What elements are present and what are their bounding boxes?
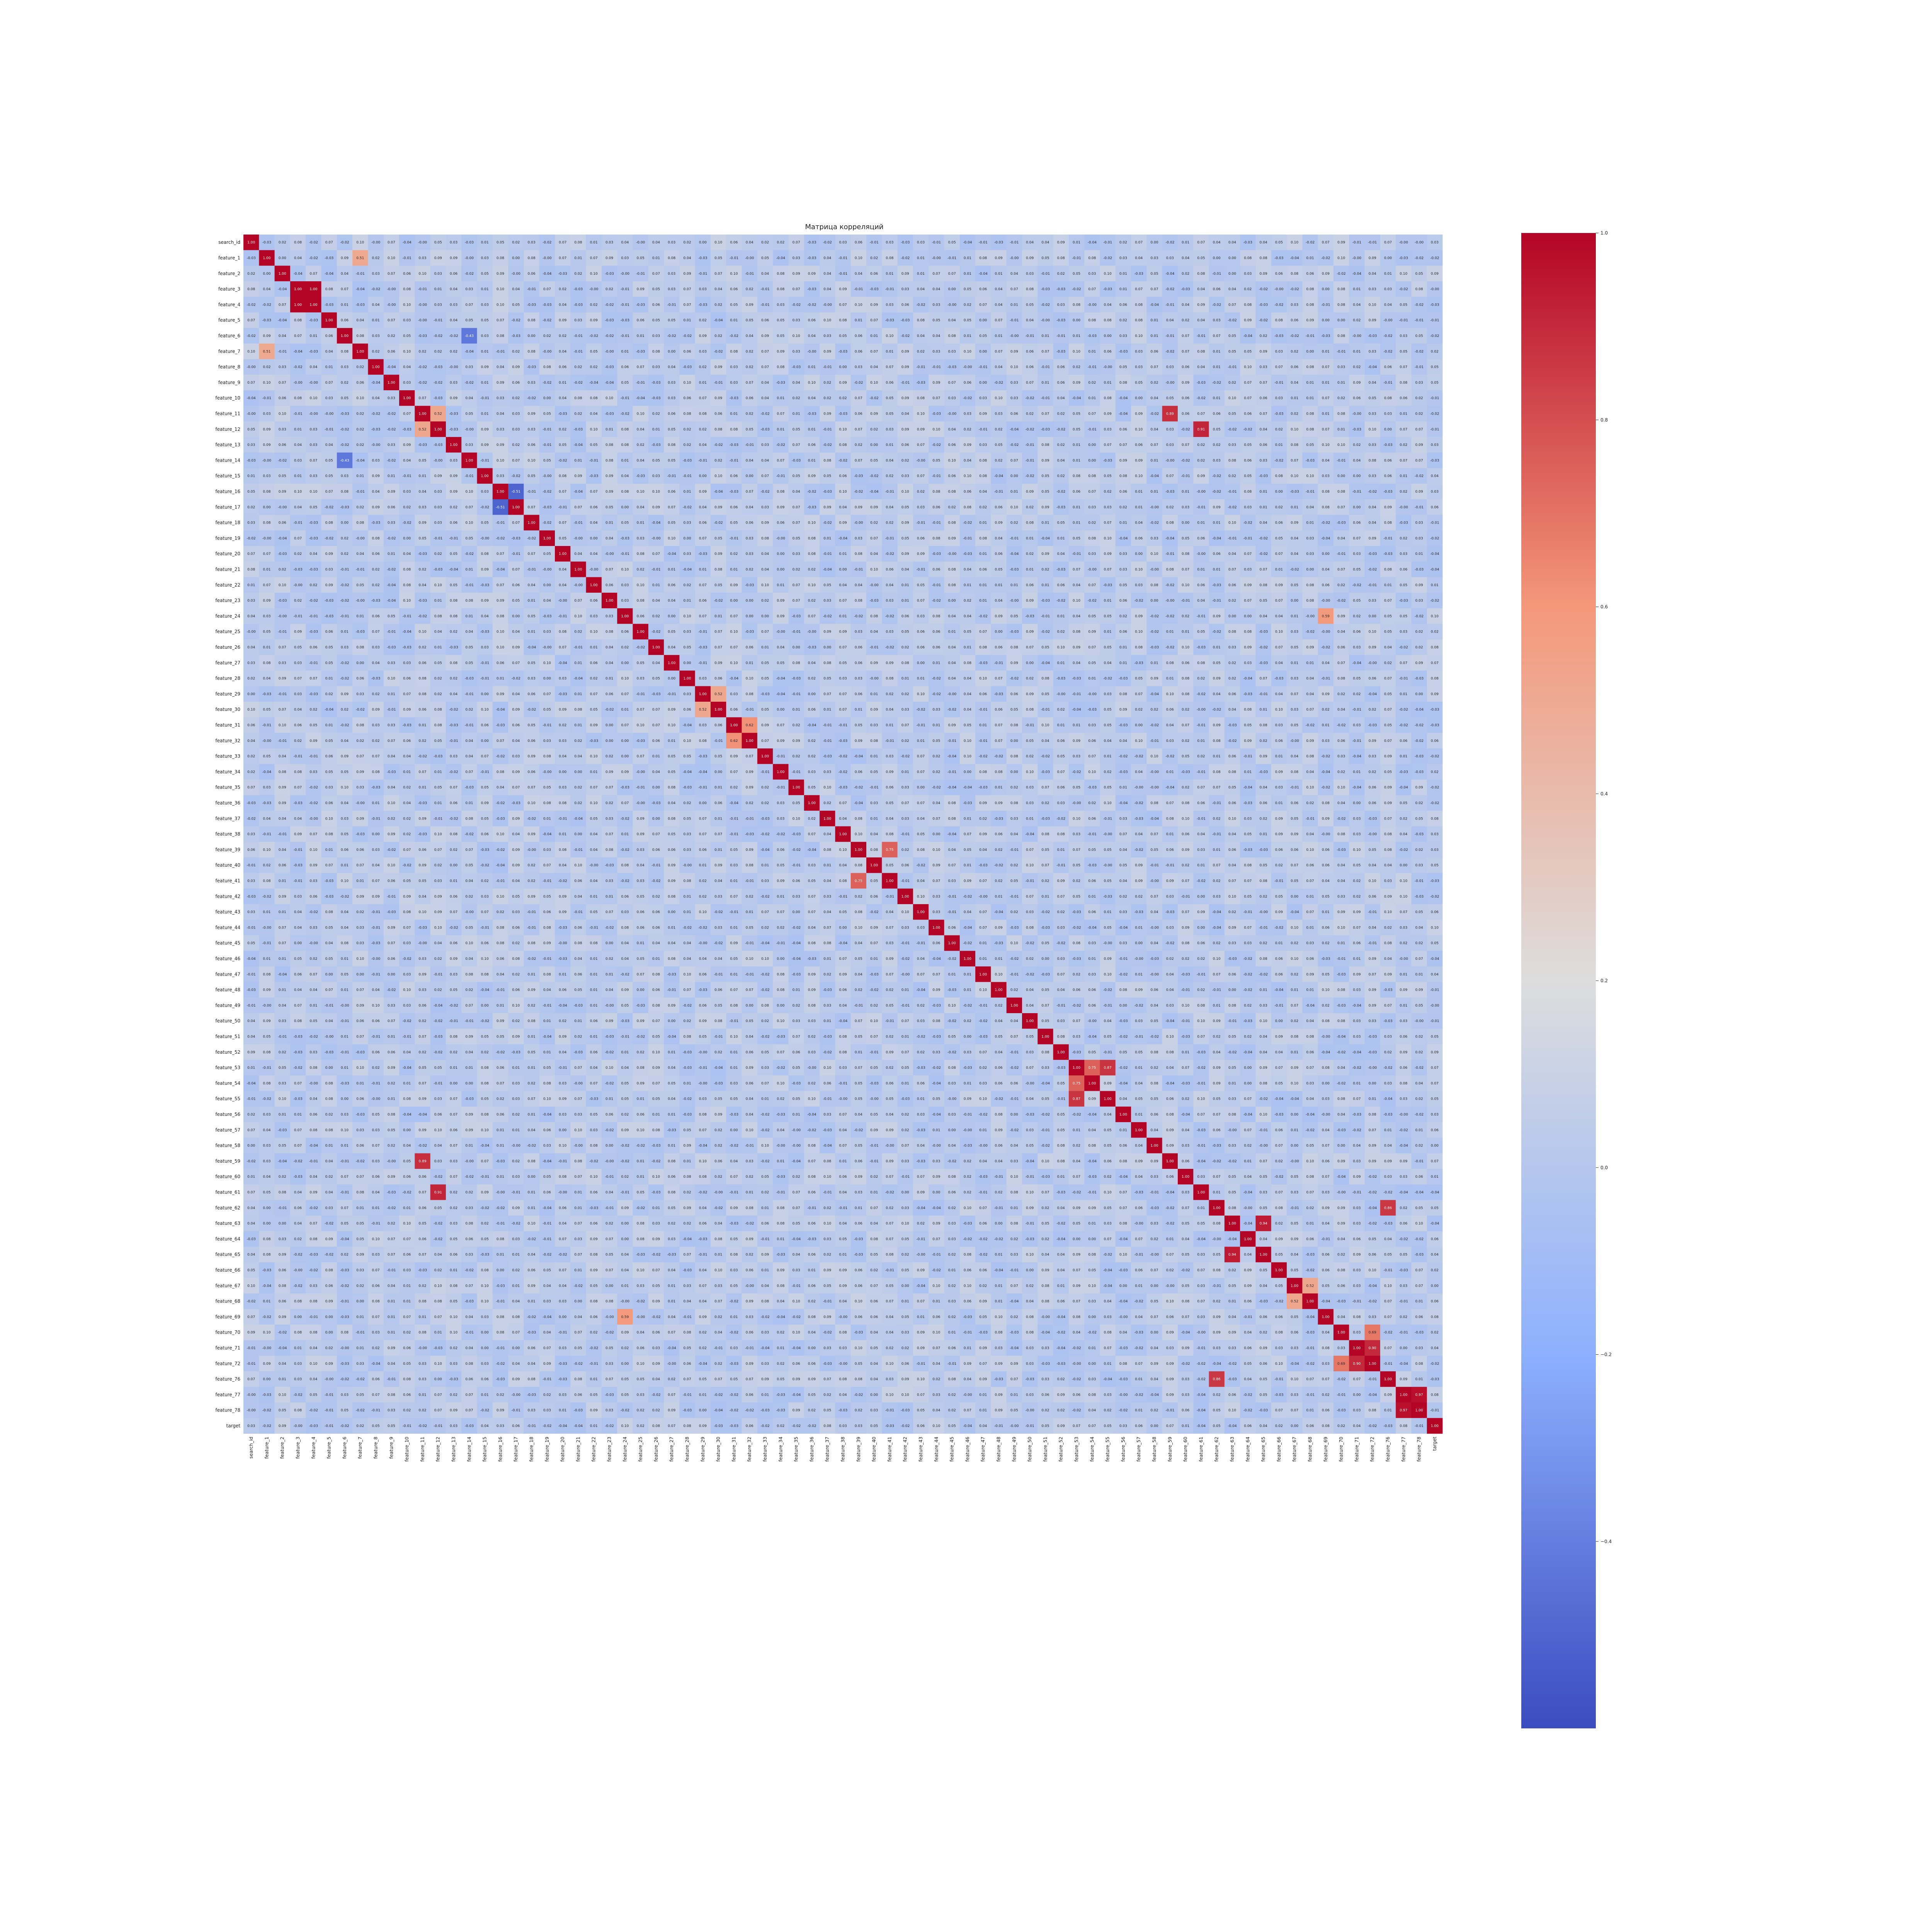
chart-title: Матрица корреляций (805, 223, 884, 231)
